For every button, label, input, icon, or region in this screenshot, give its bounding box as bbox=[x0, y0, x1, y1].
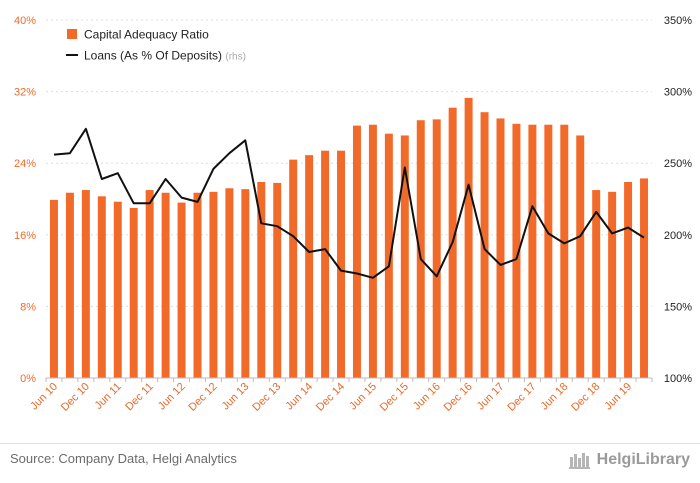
brand-name: HelgiLibrary bbox=[596, 451, 690, 468]
x-axis-tick-label: Dec 11 bbox=[123, 381, 156, 414]
x-axis-tick-label: Jun 12 bbox=[156, 381, 188, 413]
footer-divider bbox=[0, 443, 700, 444]
bar-capital-adequacy bbox=[97, 196, 106, 378]
right-axis-tick-label: 150% bbox=[664, 301, 692, 313]
bar-capital-adequacy bbox=[464, 97, 473, 379]
legend-label-capital-adequacy: Capital Adequacy Ratio bbox=[84, 28, 209, 42]
bar-capital-adequacy bbox=[49, 199, 58, 378]
right-axis-tick-label: 200% bbox=[664, 230, 692, 242]
x-axis-tick-label: Jun 19 bbox=[602, 381, 634, 413]
bar-capital-adequacy bbox=[145, 190, 154, 378]
right-axis-tick-label: 250% bbox=[664, 158, 692, 170]
right-axis-ticks: 100% 150% 200% 250% 300% 350% bbox=[664, 15, 692, 385]
right-axis-tick-label: 350% bbox=[664, 15, 692, 27]
bar-capital-adequacy bbox=[81, 190, 90, 378]
bar-capital-adequacy bbox=[592, 190, 601, 378]
x-axis-tick-label: Dec 10 bbox=[59, 381, 92, 414]
x-axis-tick-label: Jun 15 bbox=[347, 381, 379, 413]
bar-capital-adequacy bbox=[241, 189, 250, 378]
library-books-icon bbox=[568, 453, 590, 469]
bar-capital-adequacy bbox=[352, 125, 361, 378]
bar-capital-adequacy bbox=[368, 124, 377, 378]
bar-capital-adequacy bbox=[129, 207, 138, 378]
bar-capital-adequacy bbox=[560, 124, 569, 378]
x-axis-tick-label: Dec 15 bbox=[378, 381, 411, 414]
left-axis-ticks: 0% 8% 16% 24% 32% 40% bbox=[14, 15, 36, 385]
bar-capital-adequacy bbox=[225, 188, 234, 378]
legend: Capital Adequacy Ratio Loans (As % Of Dep… bbox=[66, 28, 246, 63]
left-axis-tick-label: 8% bbox=[20, 301, 36, 313]
bar-capital-adequacy bbox=[528, 124, 537, 378]
x-axis-tick-label: Dec 17 bbox=[505, 381, 538, 414]
bar-capital-adequacy bbox=[257, 181, 266, 378]
line-series bbox=[53, 127, 645, 279]
bar-capital-adequacy bbox=[624, 181, 633, 378]
bar-capital-adequacy bbox=[209, 191, 218, 378]
chart: 0% 8% 16% 24% 32% 40% 100% 150% 200% 250% 300% 350… bbox=[14, 15, 692, 414]
bar-capital-adequacy bbox=[289, 159, 298, 378]
legend-swatch-capital-adequacy bbox=[67, 29, 77, 39]
bar-capital-adequacy bbox=[544, 124, 553, 378]
source-note: Source: Company Data, Helgi Analytics bbox=[10, 451, 237, 466]
left-axis-tick-label: 16% bbox=[14, 230, 36, 242]
x-axis-tick-label: Jun 11 bbox=[93, 381, 124, 412]
bar-capital-adequacy bbox=[161, 192, 170, 378]
bar-capital-adequacy bbox=[321, 150, 330, 378]
x-axis-tick-label: Jun 18 bbox=[539, 381, 571, 413]
bar-capital-adequacy bbox=[177, 202, 186, 378]
x-axis-tick-label: Dec 13 bbox=[250, 381, 283, 414]
x-axis-tick-label: Jun 16 bbox=[411, 381, 443, 413]
bar-capital-adequacy bbox=[384, 133, 393, 378]
x-axis-tick-label: Jun 13 bbox=[220, 381, 252, 413]
brand-logo: HelgiLibrary bbox=[568, 448, 690, 472]
line-loans-to-deposits bbox=[53, 127, 645, 279]
x-axis-tick-label: Dec 18 bbox=[569, 381, 602, 414]
left-axis-tick-label: 0% bbox=[20, 373, 36, 385]
bar-capital-adequacy bbox=[512, 123, 521, 378]
bar-capital-adequacy bbox=[65, 192, 74, 378]
bar-capital-adequacy bbox=[113, 201, 122, 378]
x-axis-tick-label: Dec 16 bbox=[442, 381, 475, 414]
x-axis-tick-label: Jun 17 bbox=[475, 381, 507, 413]
x-axis-tick-label: Jun 14 bbox=[283, 381, 315, 413]
bar-capital-adequacy bbox=[640, 178, 649, 378]
x-axis-tick-label: Dec 14 bbox=[314, 381, 347, 414]
left-axis-tick-label: 32% bbox=[14, 87, 36, 99]
bar-capital-adequacy bbox=[576, 135, 585, 378]
x-axis-tick-label: Jun 10 bbox=[28, 381, 60, 413]
x-axis-tick-label: Dec 12 bbox=[186, 381, 219, 414]
bar-capital-adequacy bbox=[193, 192, 202, 378]
left-axis-tick-label: 40% bbox=[14, 15, 36, 27]
right-axis-tick-label: 300% bbox=[664, 87, 692, 99]
bar-capital-adequacy bbox=[337, 150, 346, 378]
legend-label-loans-to-deposits: Loans (As % Of Deposits) (rhs) bbox=[84, 49, 246, 63]
left-axis-tick-label: 24% bbox=[14, 158, 36, 170]
bar-capital-adequacy bbox=[416, 120, 425, 379]
bar-capital-adequacy bbox=[496, 118, 505, 378]
bar-capital-adequacy bbox=[400, 135, 409, 378]
bar-capital-adequacy bbox=[608, 191, 617, 378]
right-axis-tick-label: 100% bbox=[664, 373, 692, 385]
bar-capital-adequacy bbox=[273, 182, 282, 378]
bar-series bbox=[49, 97, 649, 379]
bar-capital-adequacy bbox=[305, 155, 314, 378]
bar-capital-adequacy bbox=[432, 119, 441, 378]
